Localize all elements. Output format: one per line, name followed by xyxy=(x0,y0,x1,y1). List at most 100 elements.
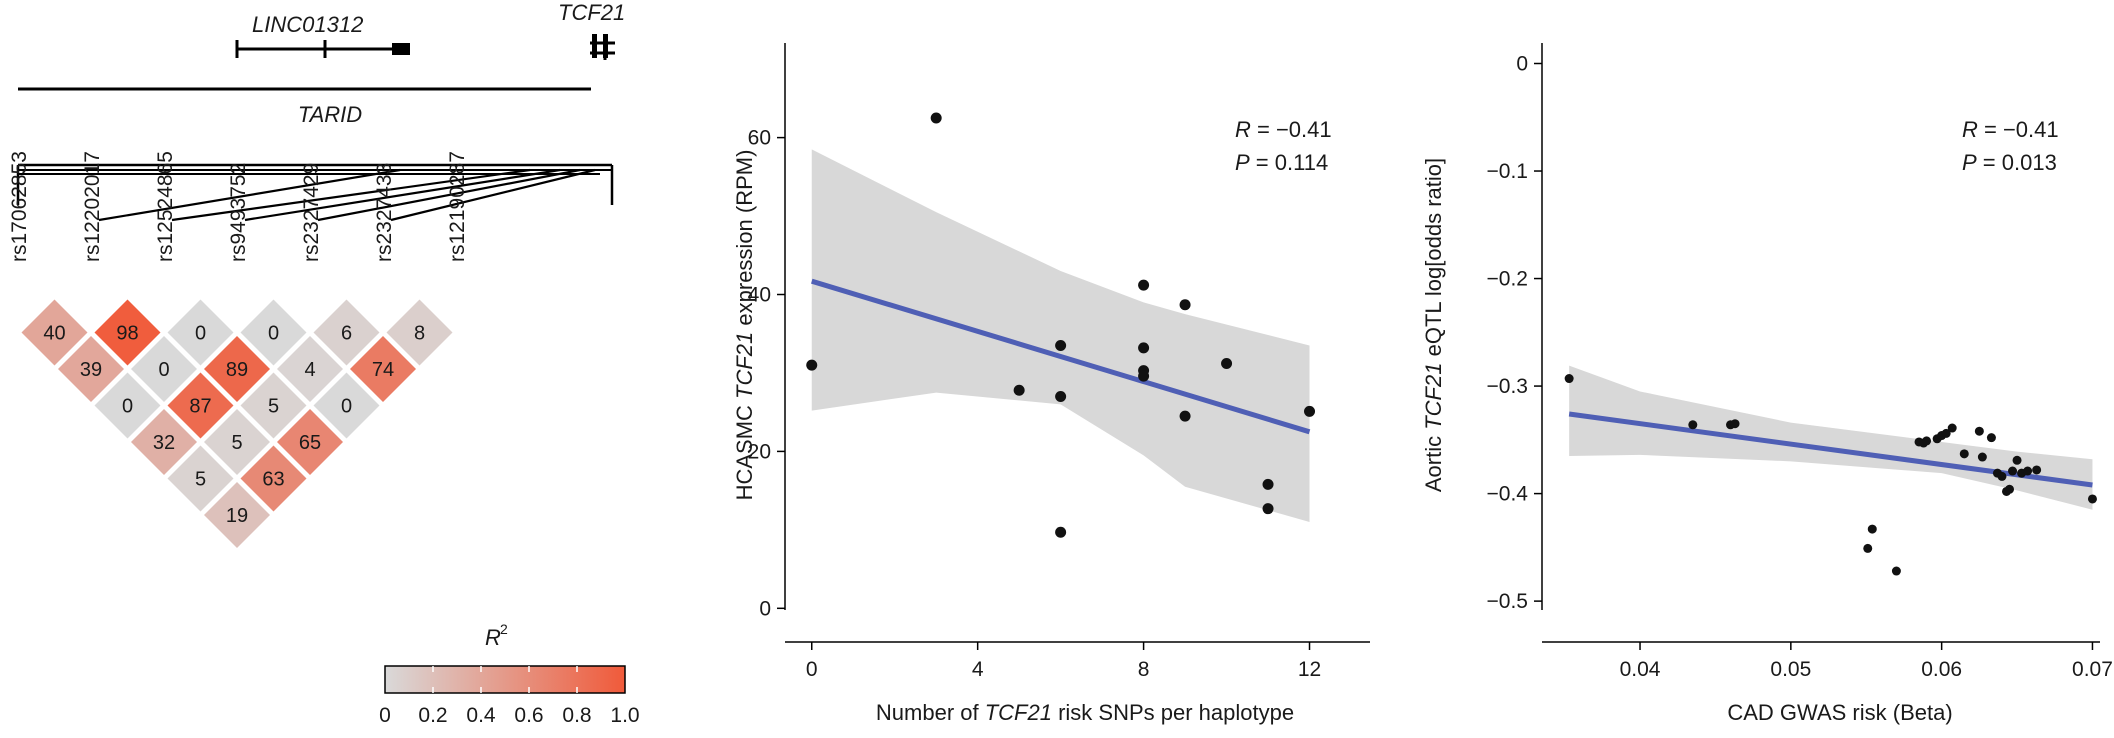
ld-cell: 4 xyxy=(277,336,343,402)
ld-cell-value: 6 xyxy=(341,323,352,345)
data-points xyxy=(1564,374,2097,576)
ld-cell-value: 0 xyxy=(122,396,133,418)
y-tick-label: −0.3 xyxy=(1487,375,1528,398)
ld-heatmap: 40 98 0 0 6 8 39 0 89 4 74 0 87 5 0 32 5 65 5 63 19 xyxy=(21,299,453,548)
snp-connector-line xyxy=(244,168,561,222)
ld-cell-value: 32 xyxy=(153,432,175,454)
ld-cell-diamond xyxy=(94,299,161,366)
correlation-r: R = −0.41 xyxy=(1962,117,2059,142)
y-axis-ticks: 0 20 40 60 xyxy=(748,127,785,620)
data-point xyxy=(1564,374,1574,384)
data-point xyxy=(1138,342,1150,354)
ld-cell-diamond xyxy=(240,299,307,366)
ld-cell: 19 xyxy=(204,482,270,548)
r2-legend: R 2 0 0.2 0.4 0.6 0.8 1.0 xyxy=(379,621,639,727)
ld-cell-diamond xyxy=(277,409,343,475)
snp-label: rs9493752 xyxy=(227,163,250,262)
data-point xyxy=(930,112,942,124)
ld-cell-diamond xyxy=(204,409,270,475)
y-tick-label: −0.4 xyxy=(1487,483,1529,506)
ld-cell-value: 39 xyxy=(80,359,102,381)
data-point xyxy=(1977,452,1987,462)
data-point xyxy=(1055,526,1067,538)
confidence-band xyxy=(811,149,1310,523)
legend-tick-label: 0.2 xyxy=(418,704,447,727)
ld-cell: 5 xyxy=(167,445,234,512)
ld-cell-value: 98 xyxy=(116,323,138,345)
ld-cell-value: 0 xyxy=(158,359,169,381)
correlation-r: R = −0.41 xyxy=(1235,117,1332,142)
x-axis-label: Number of TCF21 risk SNPs per haplotype xyxy=(876,700,1294,725)
ld-cell: 0 xyxy=(167,299,234,366)
y-tick-label: 0 xyxy=(759,597,771,620)
ld-cell-value: 63 xyxy=(262,469,284,491)
data-point xyxy=(1138,279,1150,291)
data-point xyxy=(1138,370,1150,382)
ld-cell-diamond xyxy=(167,445,234,512)
ld-cell-diamond xyxy=(277,336,343,402)
ld-cell-diamond xyxy=(131,409,197,475)
ld-cell-diamond xyxy=(204,482,270,548)
ld-cell: 0 xyxy=(313,372,380,439)
data-point xyxy=(2023,466,2033,476)
ld-cell: 63 xyxy=(240,445,307,512)
data-point xyxy=(2005,484,2015,494)
tcf21-gene-label: TCF21 xyxy=(558,0,625,25)
ld-cell: 39 xyxy=(58,336,124,402)
ld-cell-diamond xyxy=(350,336,416,402)
ld-cell-diamond xyxy=(167,372,234,439)
ld-cell: 98 xyxy=(94,299,161,366)
ld-cell-diamond xyxy=(240,445,307,512)
snp-label: rs2327433 xyxy=(373,163,396,262)
x-tick-label: 0.04 xyxy=(1620,658,1661,681)
legend-tick-label: 0.4 xyxy=(466,704,496,727)
ld-cell-value: 5 xyxy=(231,432,242,454)
data-point xyxy=(1947,423,1957,433)
ld-cell-value: 5 xyxy=(268,396,279,418)
ld-cell-diamond xyxy=(94,372,161,439)
data-point xyxy=(1941,428,1951,438)
ld-cell-diamond xyxy=(313,299,380,366)
ld-cell: 74 xyxy=(350,336,416,402)
y-tick-label: 60 xyxy=(748,127,771,150)
x-tick-label: 8 xyxy=(1138,658,1150,681)
ld-cell-value: 19 xyxy=(226,505,248,527)
y-axis-label: HCASMC TCF21 expression (RPM) xyxy=(732,150,757,501)
ld-cell: 40 xyxy=(21,299,88,366)
x-tick-label: 4 xyxy=(972,658,984,681)
ld-cell-value: 8 xyxy=(414,323,425,345)
ld-cell-diamond xyxy=(21,299,88,366)
data-point xyxy=(2012,455,2022,465)
hcasmc-scatter-panel: 0 20 40 60 0 4 8 12 Number of TCF21 risk SNPs … xyxy=(732,43,1370,725)
ld-cell-value: 0 xyxy=(195,323,206,345)
snp-connector-line xyxy=(390,168,596,222)
data-point xyxy=(1974,426,1984,436)
data-point xyxy=(2032,465,2042,475)
ld-cell: 8 xyxy=(386,299,453,366)
data-point xyxy=(1688,420,1698,430)
x-tick-label: 0.06 xyxy=(1921,658,1962,681)
ld-cell-value: 5 xyxy=(195,469,206,491)
data-point xyxy=(1959,449,1969,459)
data-point xyxy=(1055,340,1067,351)
data-point xyxy=(1867,524,1877,534)
ld-cell-diamond xyxy=(313,372,380,439)
data-point xyxy=(1922,436,1932,446)
y-tick-label: −0.1 xyxy=(1487,160,1528,183)
ld-cell-diamond xyxy=(167,299,234,366)
ld-cell-value: 87 xyxy=(189,396,211,418)
ld-cell-diamond xyxy=(386,299,453,366)
snp-position-connectors xyxy=(16,163,614,222)
x-axis-label: CAD GWAS risk (Beta) xyxy=(1727,700,1952,725)
data-points xyxy=(806,112,1316,538)
ld-cell: 65 xyxy=(277,409,343,475)
ld-cell-value: 40 xyxy=(43,323,65,345)
data-point xyxy=(806,359,818,371)
legend-title: R xyxy=(485,625,501,650)
y-axis-label: Aortic TCF21 eQTL log[odds ratio] xyxy=(1421,158,1446,492)
snp-label: rs12190287 xyxy=(446,151,469,262)
tarid-label: TARID xyxy=(298,102,362,127)
ld-cell: 6 xyxy=(313,299,380,366)
ld-cell-value: 0 xyxy=(341,396,352,418)
